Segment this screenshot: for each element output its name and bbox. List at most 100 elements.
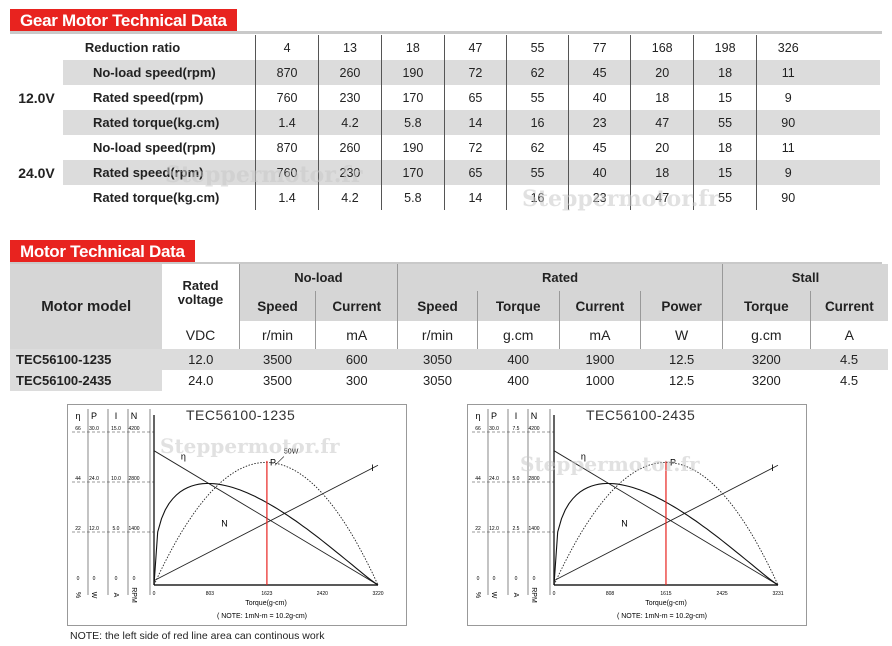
scale-unit: RPM <box>130 587 137 603</box>
rated-voltage-header: Rated voltage <box>162 264 240 321</box>
efficiency-curve <box>153 482 379 586</box>
gear-value: 9 <box>756 85 820 110</box>
gear-value: 45 <box>568 60 631 85</box>
gear-value: 18 <box>693 60 757 85</box>
gear-value: 23 <box>568 110 631 135</box>
x-tick-label: 3220 <box>372 591 383 597</box>
rated-group-header: Rated <box>397 264 723 291</box>
spacer-cell <box>819 160 880 185</box>
power-label: P <box>270 457 276 467</box>
gear-title-underline <box>10 31 882 34</box>
footer-note: NOTE: the left side of red line area can… <box>70 630 325 642</box>
motor-model-name: TEC56100-2435 <box>10 370 163 391</box>
gear-value: 47 <box>630 110 694 135</box>
speed-label: N <box>621 519 628 529</box>
scale-label: 12.0 <box>89 526 99 532</box>
gear-value: 55 <box>505 85 569 110</box>
gear-value: 4.2 <box>318 110 382 135</box>
gear-value: 230 <box>318 85 382 110</box>
spacer-cell <box>819 85 880 110</box>
motor-unit: r/min <box>397 321 478 349</box>
gear-value: 65 <box>443 85 507 110</box>
scale-label: 44 <box>475 476 481 482</box>
motor-value: 3200 <box>722 370 811 391</box>
spacer-cell <box>819 135 880 160</box>
chart-svg: η P I N 66 30.0 15.0 4200 44 24.0 10.0 2800 22 12.0 5.… <box>72 409 384 620</box>
motor-unit: W <box>640 321 723 349</box>
gear-value: 230 <box>318 160 382 185</box>
motor-subheader: Current <box>809 291 888 321</box>
gear-value: 55 <box>505 160 569 185</box>
power-rating-pointer <box>274 456 285 466</box>
motor-unit: mA <box>558 321 641 349</box>
gear-value: 18 <box>693 135 757 160</box>
x-tick-label: 1615 <box>660 591 671 597</box>
motor-value: 600 <box>315 349 398 370</box>
gear-value: 90 <box>756 185 820 210</box>
spacer-cell <box>819 60 880 85</box>
motor-subheader: Speed <box>397 291 478 321</box>
gear-value: 15 <box>693 85 757 110</box>
chart-title: TEC56100-2435 <box>586 407 696 423</box>
scale-label: 5.0 <box>513 476 520 482</box>
unit-note: ( NOTE: 1mN-m = 10.2g-cm) <box>217 613 307 620</box>
efficiency-label: η <box>181 451 186 461</box>
stall-group-header: Stall <box>721 264 888 291</box>
efficiency-label: η <box>581 451 586 461</box>
ratio-value: 4 <box>255 35 319 60</box>
motor-data-table: Motor model Rated voltage No-load Rated … <box>10 264 888 391</box>
scale-label: 44 <box>75 476 81 482</box>
spacer-cell <box>819 185 880 210</box>
scale-unit: A <box>512 593 519 598</box>
gear-value: 1.4 <box>255 110 319 135</box>
ratio-value: 13 <box>318 35 382 60</box>
scale-label: 15.0 <box>111 426 121 432</box>
motor-row: TEC56100-1235 12.0 3500 600 3050 400 1900 12.5 3… <box>10 349 888 370</box>
gear-row: 12.0V No-load speed(rpm) 870 260 190 72 62 45 20… <box>10 60 880 135</box>
gear-value: 16 <box>505 185 569 210</box>
x-tick-label: 2425 <box>717 591 728 597</box>
gear-value: 260 <box>318 135 382 160</box>
motor-model-name: TEC56100-1235 <box>10 349 163 370</box>
gear-section-title: Gear Motor Technical Data <box>10 9 237 33</box>
motor-subheader: Current <box>315 291 398 321</box>
gear-value: 760 <box>255 160 319 185</box>
ratio-label: Reduction ratio <box>10 35 256 60</box>
ratio-value: 47 <box>443 35 507 60</box>
scale-label: 0 <box>133 576 136 582</box>
scale-header: I <box>515 411 518 421</box>
gear-value: 40 <box>568 85 631 110</box>
x-tick-label: 0 <box>553 591 556 597</box>
gear-value: 55 <box>693 185 757 210</box>
current-label: I <box>771 463 774 473</box>
spacer-cell <box>819 110 880 135</box>
scale-label: 24.0 <box>89 476 99 482</box>
ratio-value: 55 <box>505 35 569 60</box>
scale-unit: % <box>74 592 81 598</box>
gear-value: 45 <box>568 135 631 160</box>
scale-header: N <box>531 411 538 421</box>
motor-value: 12.0 <box>162 349 240 370</box>
gear-row: Rated speed(rpm) 760 230 170 65 55 40 18 15 9 <box>10 160 880 185</box>
motor-value: 400 <box>477 370 560 391</box>
scale-label: 12.0 <box>489 526 499 532</box>
motor-subheader: Speed <box>238 291 316 321</box>
scale-label: 2800 <box>528 476 539 482</box>
gear-value: 1.4 <box>255 185 319 210</box>
x-tick-label: 0 <box>153 591 156 597</box>
scale-label: 0 <box>533 576 536 582</box>
chart-svg: η P I N 66 30.0 7.5 4200 44 24.0 5.0 2800 22 12.0 2.5 1… <box>472 409 784 620</box>
motor-subheader: Torque <box>721 291 811 321</box>
motor-unit: mA <box>315 321 398 349</box>
gear-row-label: No-load speed(rpm) <box>62 60 256 85</box>
scale-header: η <box>475 411 480 421</box>
scale-header: I <box>115 411 118 421</box>
gear-value: 18 <box>630 160 694 185</box>
motor-unit: A <box>809 321 888 349</box>
x-tick-label: 3231 <box>772 591 783 597</box>
motor-unit: g.cm <box>721 321 811 349</box>
gear-row-label: Rated speed(rpm) <box>92 90 204 105</box>
noload-group-header: No-load <box>238 264 398 291</box>
gear-value: 760 <box>255 85 319 110</box>
voltage-label: 24.0V <box>10 135 63 210</box>
